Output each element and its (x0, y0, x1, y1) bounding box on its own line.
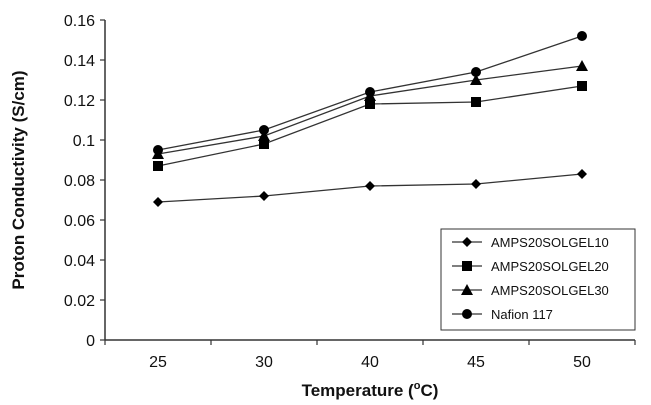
data-point-amps20solgel10 (577, 169, 587, 179)
y-tick-label: 0.1 (73, 133, 95, 150)
legend-label-amps20solgel20: AMPS20SOLGEL20 (491, 259, 609, 274)
data-point-amps20solgel30 (258, 130, 270, 141)
x-tick-label: 25 (149, 354, 167, 371)
series-group (152, 31, 588, 207)
legend-label-amps20solgel30: AMPS20SOLGEL30 (491, 283, 609, 298)
y-tick-label: 0.02 (64, 293, 95, 310)
legend-label-amps20solgel10: AMPS20SOLGEL10 (491, 235, 609, 250)
data-point-amps20solgel30 (470, 74, 482, 85)
y-tick-label: 0 (86, 333, 95, 350)
data-point-amps20solgel20 (259, 139, 269, 149)
y-tick-label: 0.12 (64, 93, 95, 110)
legend-marker-amps20solgel30 (461, 284, 473, 295)
data-point-amps20solgel20 (471, 97, 481, 107)
data-point-amps20solgel20 (577, 81, 587, 91)
y-ticks: 0 0.02 0.04 0.06 0.08 0.1 0.12 0.14 0.16 (64, 13, 105, 350)
data-point-nafion-117 (259, 125, 269, 135)
data-point-nafion-117 (577, 31, 587, 41)
legend-label-nafion-117: Nafion 117 (491, 307, 553, 322)
legend-box (440, 228, 636, 331)
x-ticks: 25 30 40 45 50 (104, 340, 636, 371)
y-tick-label: 0.04 (64, 253, 95, 270)
data-point-amps20solgel20 (153, 161, 163, 171)
x-tick-label: 30 (255, 354, 273, 371)
data-point-nafion-117 (153, 145, 163, 155)
series-line-amps20solgel30 (157, 65, 583, 155)
legend-marker-nafion-117 (462, 309, 472, 319)
legend-marker-amps20solgel10 (462, 237, 472, 247)
legend-marker-amps20solgel20 (462, 261, 472, 271)
data-point-amps20solgel20 (365, 99, 375, 109)
y-tick-label: 0.16 (64, 13, 95, 30)
data-point-amps20solgel10 (259, 191, 269, 201)
data-point-amps20solgel10 (153, 197, 163, 207)
y-axis-title: Proton Conductivity (S/cm) (9, 70, 28, 289)
data-point-amps20solgel30 (576, 60, 588, 71)
x-tick-label: 50 (573, 354, 591, 371)
y-tick-label: 0.06 (64, 213, 95, 230)
x-tick-label: 45 (467, 354, 485, 371)
legend: AMPS20SOLGEL10 AMPS20SOLGEL20 AMPS20SOLGEL… (440, 228, 636, 331)
x-tick-label: 40 (361, 354, 379, 371)
y-tick-label: 0.08 (64, 173, 95, 190)
data-point-nafion-117 (365, 87, 375, 97)
legend-items: AMPS20SOLGEL10 AMPS20SOLGEL20 AMPS20SOLGEL… (452, 235, 609, 322)
y-tick-label: 0.14 (64, 53, 95, 70)
x-axis-title: Temperature (oC) (302, 380, 439, 400)
data-point-amps20solgel10 (471, 179, 481, 189)
data-point-nafion-117 (471, 67, 481, 77)
data-point-amps20solgel10 (365, 181, 375, 191)
